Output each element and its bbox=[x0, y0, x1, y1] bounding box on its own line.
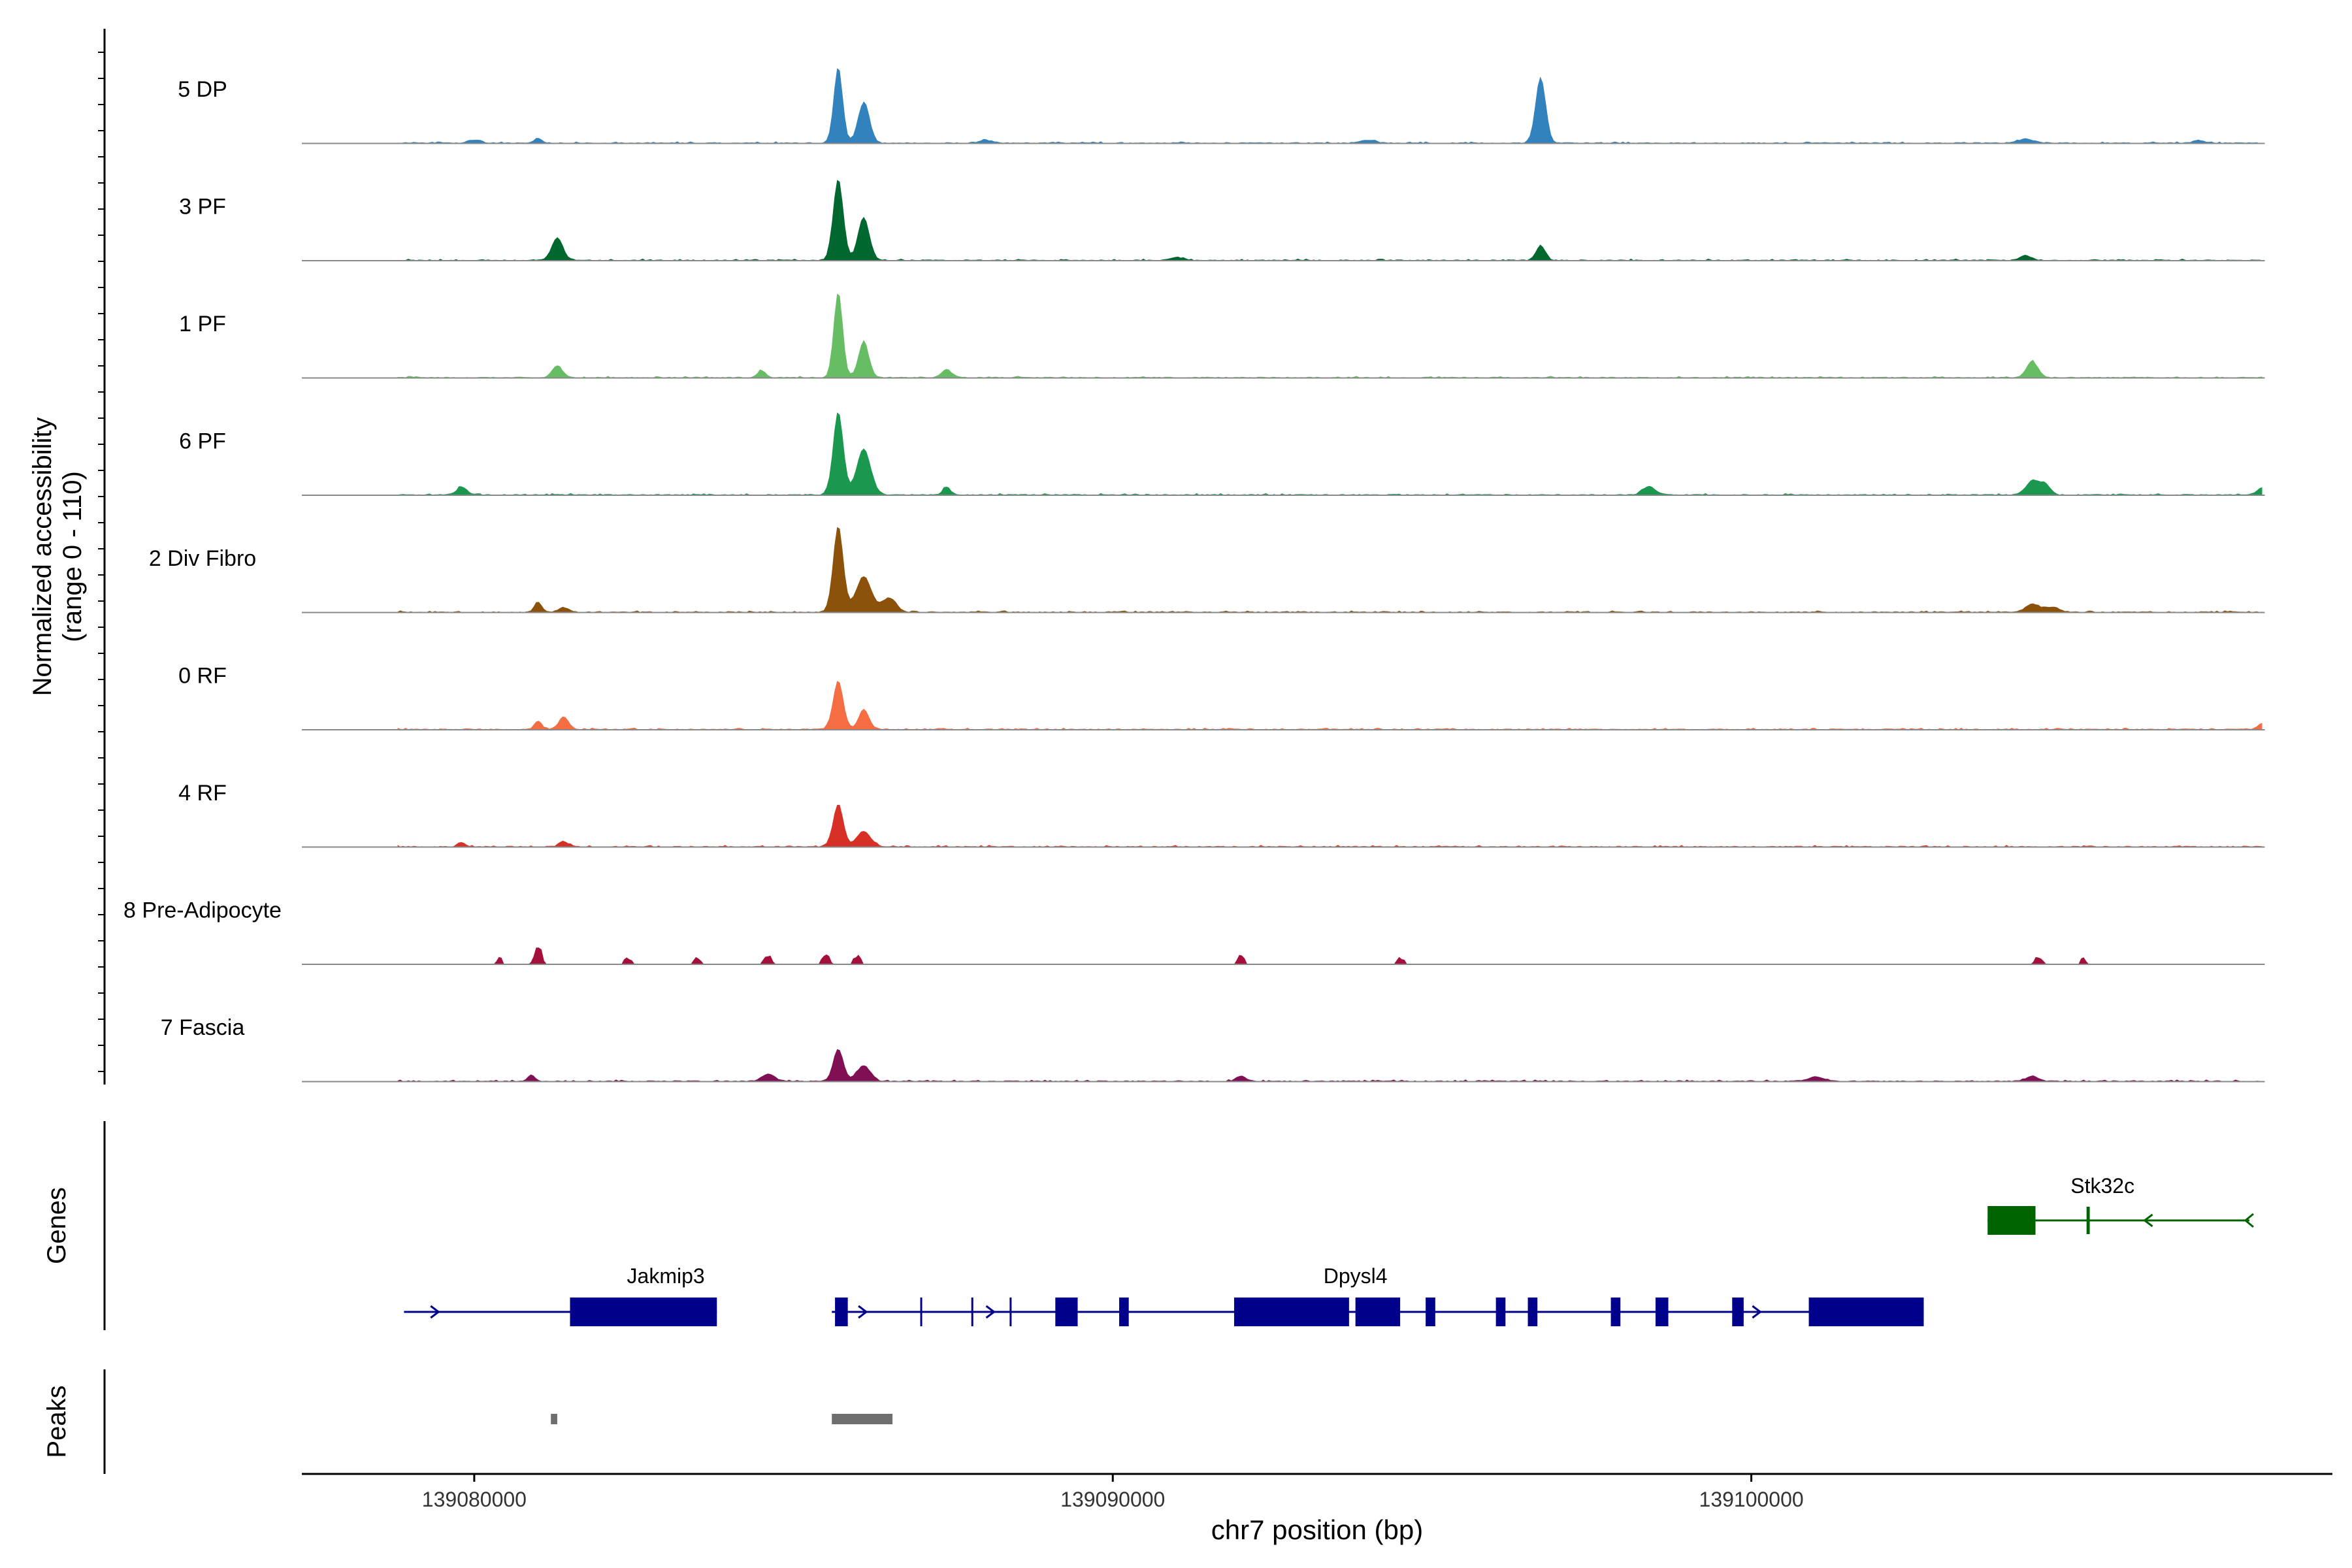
y-axis-ticks bbox=[98, 52, 105, 1072]
track-label: 4 RF bbox=[178, 781, 227, 806]
gene-exon bbox=[1055, 1298, 1078, 1326]
gene-exon bbox=[1495, 1298, 1506, 1326]
gene-jakmip3: Jakmip3 bbox=[404, 1264, 717, 1326]
coverage-area bbox=[397, 180, 2262, 261]
track-label: 0 RF bbox=[178, 664, 227, 689]
y-axis-title-line2: (range 0 - 110) bbox=[58, 471, 87, 642]
track-label: 5 DP bbox=[178, 77, 227, 102]
gene-exon bbox=[1808, 1298, 1924, 1326]
gene-exon bbox=[1119, 1298, 1129, 1326]
gene-exon bbox=[570, 1298, 717, 1326]
genes-section-label: Genes bbox=[42, 1187, 71, 1264]
x-axis-ticks: 139080000 139090000 139100000 bbox=[422, 1474, 1804, 1511]
coverage-area bbox=[397, 1049, 2262, 1082]
strand-chevron bbox=[2244, 1213, 2254, 1228]
gene-exon bbox=[1355, 1298, 1401, 1326]
track-8-pre-adipocyte: 8 Pre-Adipocyte bbox=[123, 898, 2265, 965]
x-axis-title: chr7 position (bp) bbox=[1211, 1514, 1424, 1545]
peak-region bbox=[832, 1414, 893, 1424]
strand-chevron bbox=[2143, 1213, 2153, 1228]
track-2-div-fibro: 2 Div Fibro bbox=[149, 527, 2265, 613]
gene-exon bbox=[1987, 1206, 2036, 1235]
track-label: 2 Div Fibro bbox=[149, 546, 256, 571]
strand-chevron bbox=[430, 1305, 440, 1319]
gene-exon bbox=[1732, 1298, 1744, 1326]
gene-name-label: Dpysl4 bbox=[1324, 1264, 1388, 1288]
strand-chevron bbox=[985, 1305, 996, 1319]
gene-dpysl4: Dpysl4 bbox=[832, 1264, 1924, 1326]
x-tick-label: 139100000 bbox=[1699, 1488, 1804, 1511]
coverage-area bbox=[397, 68, 2262, 144]
gene-name-label: Stk32c bbox=[2070, 1174, 2134, 1198]
gene-exon bbox=[1527, 1298, 1538, 1326]
track-1-pf: 1 PF bbox=[179, 293, 2265, 379]
coverage-area bbox=[397, 293, 2262, 378]
x-tick-label: 139090000 bbox=[1060, 1488, 1165, 1511]
gene-name-label: Jakmip3 bbox=[627, 1264, 705, 1288]
track-7-fascia: 7 Fascia bbox=[161, 1015, 2265, 1083]
gene-exon bbox=[1426, 1298, 1435, 1326]
track-label: 6 PF bbox=[179, 429, 226, 454]
coverage-area bbox=[397, 412, 2262, 495]
gene-stk32c: Stk32c bbox=[1987, 1174, 2254, 1235]
track-label: 7 Fascia bbox=[161, 1015, 245, 1040]
peaks-section-label: Peaks bbox=[42, 1385, 71, 1458]
track-4-rf: 4 RF bbox=[178, 781, 2265, 848]
peak-region bbox=[551, 1414, 557, 1424]
track-3-pf: 3 PF bbox=[179, 180, 2265, 261]
coverage-area bbox=[397, 947, 2262, 964]
coverage-area bbox=[397, 804, 2262, 847]
gene-exon bbox=[2086, 1207, 2090, 1234]
gene-exon bbox=[1610, 1298, 1621, 1326]
track-label: 1 PF bbox=[179, 312, 226, 336]
strand-chevron bbox=[858, 1305, 868, 1319]
track-6-pf: 6 PF bbox=[179, 412, 2265, 496]
gene-exon bbox=[835, 1298, 848, 1326]
gene-track: Jakmip3 Dpysl4 Stk32c bbox=[404, 1174, 2254, 1326]
x-tick-label: 139080000 bbox=[422, 1488, 527, 1511]
gene-exon bbox=[1656, 1298, 1669, 1326]
track-label: 3 PF bbox=[179, 195, 226, 220]
coverage-area bbox=[397, 527, 2262, 613]
gene-exon bbox=[1233, 1298, 1349, 1326]
coverage-area bbox=[397, 681, 2262, 730]
track-label: 8 Pre-Adipocyte bbox=[123, 898, 282, 923]
track-5-dp: 5 DP bbox=[178, 68, 2265, 144]
strand-chevron bbox=[1752, 1305, 1762, 1319]
peak-track bbox=[551, 1414, 893, 1424]
y-axis-title-line1: Normalized accessibility bbox=[28, 417, 57, 696]
track-0-rf: 0 RF bbox=[178, 664, 2265, 730]
coverage-tracks: 5 DP 3 PF 1 PF 6 PF 2 Div Fibro 0 RF 4 RF 8 Pre… bbox=[123, 68, 2265, 1083]
